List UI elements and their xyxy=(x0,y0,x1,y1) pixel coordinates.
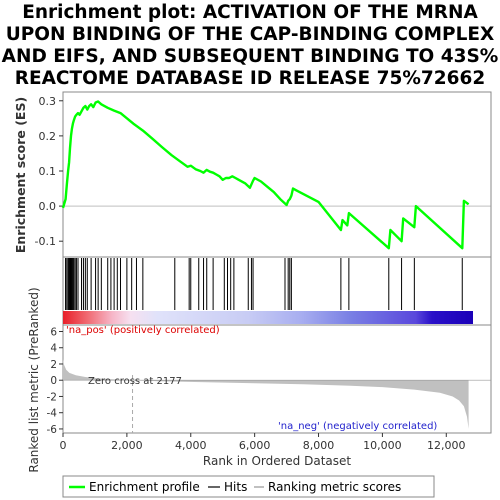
es-y-tick-label: 0.0 xyxy=(39,200,57,213)
pos-correlated-label: 'na_pos' (positively correlated) xyxy=(66,325,220,336)
es-plot-area xyxy=(62,91,492,258)
hits-panel xyxy=(62,256,492,326)
metric-y-axis-label: Ranked list metric (PreRanked) xyxy=(27,287,41,472)
title-line: UPON BINDING OF THE CAP-BINDING COMPLEX xyxy=(5,24,495,45)
chart-title: Enrichment plot: ACTIVATION OF THE MRNA … xyxy=(0,2,500,90)
x-tick-label: 2,000 xyxy=(111,439,143,452)
legend-box xyxy=(62,475,435,498)
x-tick-label: 0 xyxy=(60,439,67,452)
metric-y-tick-label: 6 xyxy=(50,326,57,338)
metric-y-tick-label: -6 xyxy=(47,424,58,436)
legend-metric-label: Ranking metric scores xyxy=(268,480,401,494)
es-y-axis: -0.1 0.0 0.1 0.2 0.3 xyxy=(35,95,63,248)
x-tick-label: 6,000 xyxy=(239,439,271,452)
es-y-tick-label: 0.1 xyxy=(39,165,57,178)
x-tick-label: 10,000 xyxy=(363,439,402,452)
rank-color-bar xyxy=(63,311,473,324)
es-y-tick-label: 0.2 xyxy=(39,130,57,143)
title-line: Enrichment plot: ACTIVATION OF THE MRNA xyxy=(22,2,478,23)
x-axis: 0 2,000 4,000 6,000 8,000 10,000 12,000 xyxy=(60,433,466,452)
x-tick-label: 8,000 xyxy=(303,439,335,452)
legend-hits-label: Hits xyxy=(224,480,247,494)
title-line: REACTOME DATABASE ID RELEASE 75%72662 xyxy=(14,68,486,89)
es-y-tick-label: -0.1 xyxy=(35,235,56,248)
metric-y-tick-label: 2 xyxy=(50,359,57,371)
metric-panel: Zero cross at 2177 'na_pos' (positively … xyxy=(27,287,492,473)
metric-y-tick-label: 4 xyxy=(50,343,57,355)
neg-correlated-label: 'na_neg' (negatively correlated) xyxy=(278,421,437,432)
zero-cross-label: Zero cross at 2177 xyxy=(88,376,182,387)
metric-y-axis: -6 -4 -2 0 2 4 6 xyxy=(47,326,63,436)
es-panel: -0.1 0.0 0.1 0.2 0.3 Enrichment score (ES) xyxy=(13,91,492,258)
legend-profile-label: Enrichment profile xyxy=(89,480,200,494)
title-line: AND EIFS, AND SUBSEQUENT BINDING TO 43S% xyxy=(1,46,499,67)
es-y-axis-label: Enrichment score (ES) xyxy=(13,97,28,253)
hit-markers xyxy=(65,258,463,310)
metric-plot-area xyxy=(62,324,492,434)
x-tick-label: 12,000 xyxy=(427,439,466,452)
x-tick-label: 4,000 xyxy=(175,439,207,452)
metric-y-tick-label: -2 xyxy=(47,391,57,403)
legend: Enrichment profile Hits Ranking metric s… xyxy=(62,475,435,498)
enrichment-profile-line xyxy=(61,100,470,250)
metric-y-tick-label: -4 xyxy=(47,408,58,420)
es-y-tick-label: 0.3 xyxy=(39,95,57,108)
metric-y-tick-label: 0 xyxy=(50,375,57,387)
x-axis-label: Rank in Ordered Dataset xyxy=(203,454,351,468)
